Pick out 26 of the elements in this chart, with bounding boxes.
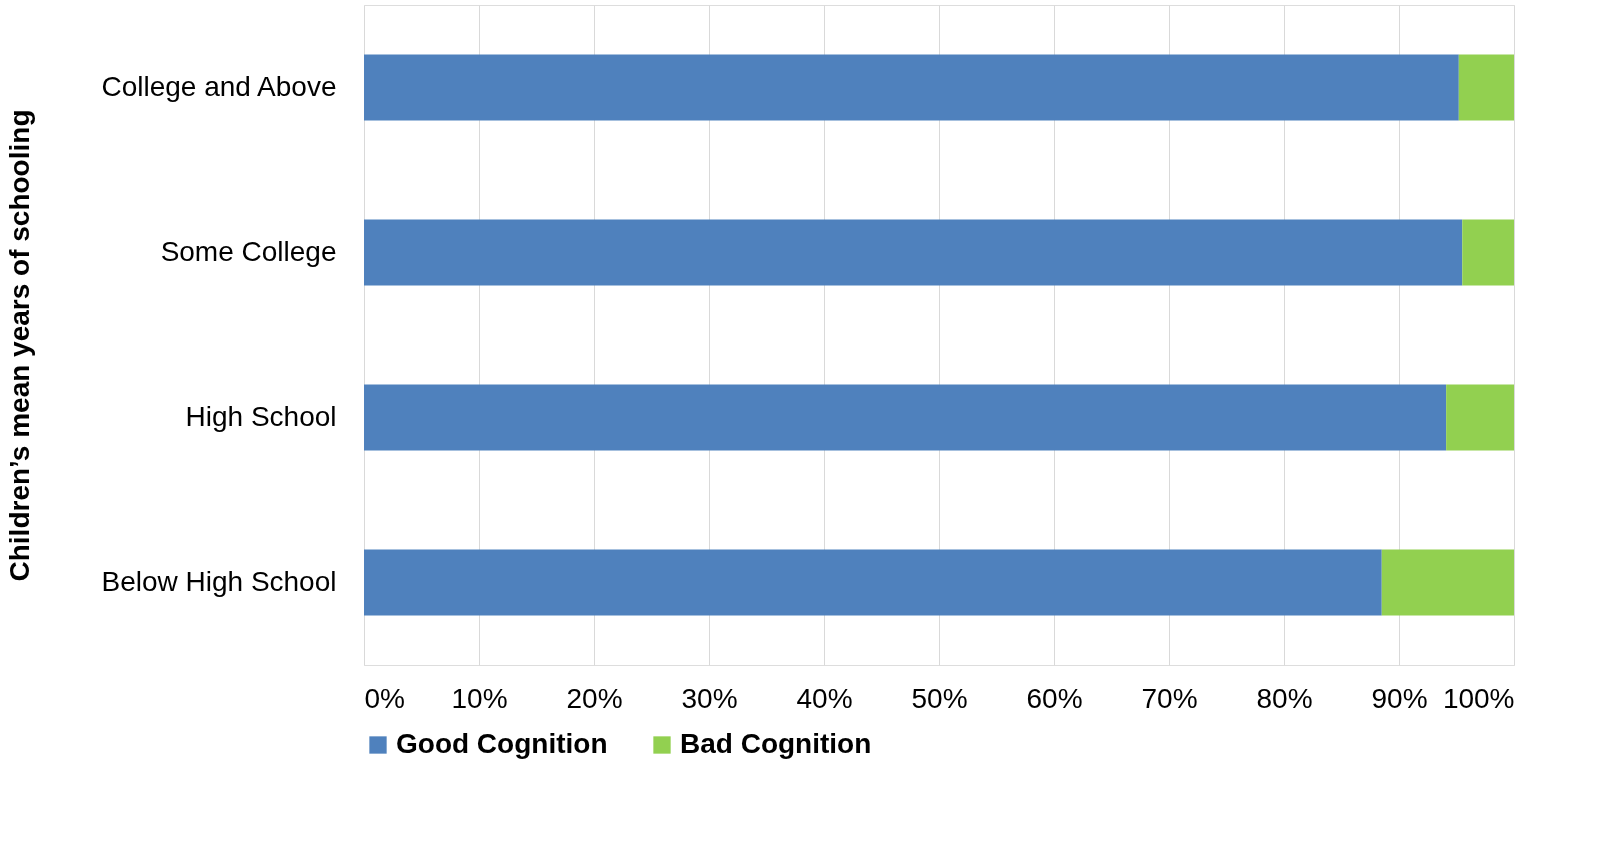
x-tick-label: 70% — [1141, 682, 1198, 714]
bar — [1446, 384, 1514, 451]
bar — [1381, 549, 1514, 616]
bar — [1458, 54, 1514, 121]
bar — [1462, 219, 1514, 286]
x-tick-label: 50% — [911, 682, 968, 714]
y-tick-label: Below High School — [101, 565, 337, 597]
bar — [364, 384, 1447, 451]
x-tick-label: 20% — [566, 682, 623, 714]
x-tick-label: 40% — [796, 682, 853, 714]
x-tick-label: 10% — [451, 682, 508, 714]
x-tick-label: 90% — [1371, 682, 1428, 714]
y-tick-label: High School — [185, 400, 337, 432]
bar — [364, 219, 1463, 286]
y-axis-title: Children’s mean years of schooling — [3, 109, 35, 582]
x-tick-label: 80% — [1256, 682, 1313, 714]
bar — [364, 549, 1382, 616]
x-tick-label: 0% — [364, 682, 405, 714]
y-tick-label: Some College — [160, 235, 337, 267]
bar — [364, 54, 1459, 121]
x-tick-label: 100% — [1442, 682, 1515, 714]
legend-label: Bad Cognition — [680, 728, 872, 759]
y-tick-label: College and Above — [101, 70, 337, 102]
legend-label: Good Cognition — [396, 728, 608, 759]
x-tick-label: 30% — [681, 682, 738, 714]
x-tick-label: 60% — [1026, 682, 1083, 714]
